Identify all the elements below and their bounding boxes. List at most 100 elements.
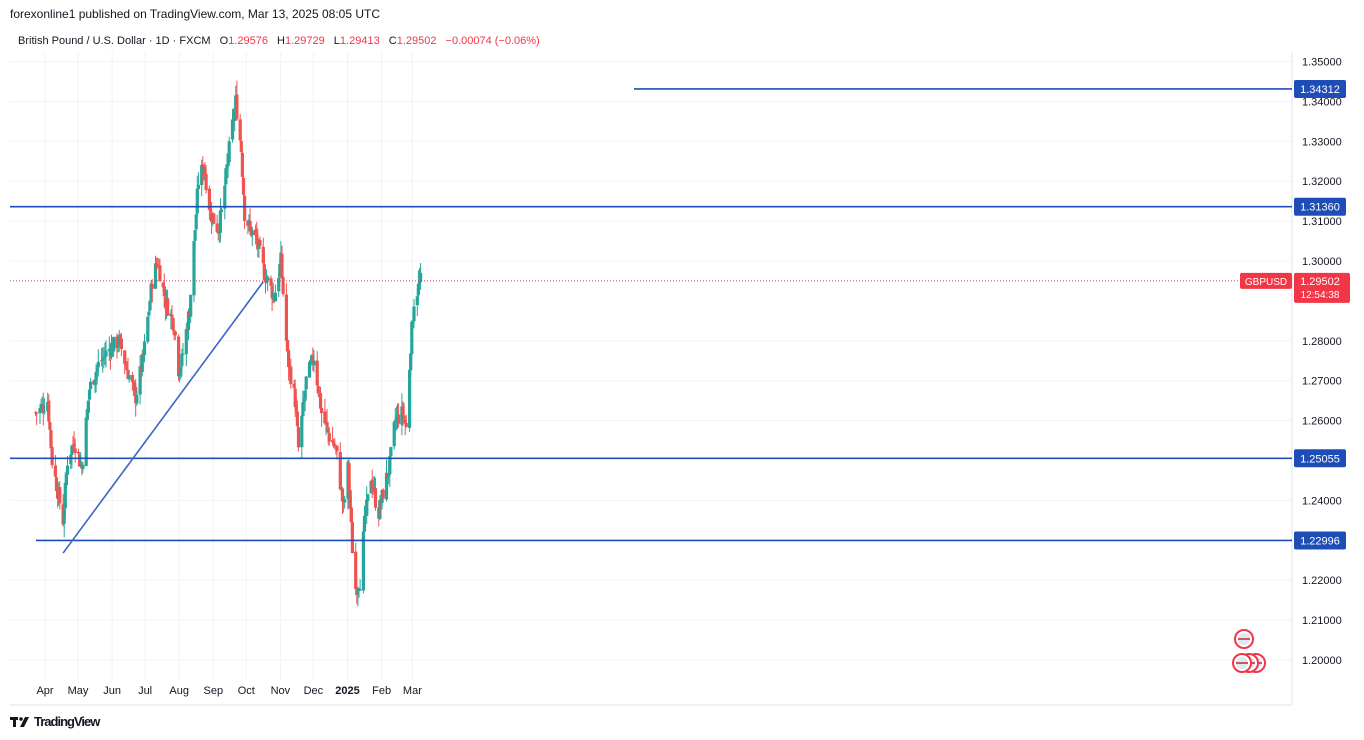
- candle-body: [140, 354, 144, 372]
- candle-body: [280, 253, 284, 279]
- price-axis: 1.35000 1.34000 1.33000 1.32000 1.31000 1.300…: [1302, 57, 1342, 668]
- candle-body: [63, 482, 67, 509]
- candle-body: [126, 369, 130, 379]
- candle-body: [265, 278, 269, 283]
- candle-body: [225, 164, 229, 169]
- candle-body: [73, 448, 77, 454]
- candle-body: [215, 223, 219, 232]
- candle-body: [127, 375, 131, 380]
- candle-body: [180, 353, 184, 367]
- candle-body: [262, 264, 266, 281]
- candle-body: [311, 355, 315, 364]
- candle-body: [266, 276, 270, 280]
- level-price-label: 1.31360: [1300, 202, 1340, 214]
- candle-body: [293, 388, 297, 408]
- candle-body: [147, 311, 151, 316]
- candle-body: [41, 405, 45, 412]
- candle-body: [35, 412, 39, 414]
- candle-body: [381, 489, 385, 499]
- candle-body: [278, 264, 282, 277]
- candle-body: [142, 341, 147, 355]
- candle-body: [118, 334, 122, 338]
- candle-body: [350, 522, 354, 554]
- candle-body: [47, 400, 51, 422]
- candle-body: [195, 188, 199, 214]
- candle-body: [301, 402, 305, 417]
- candle-body: [419, 272, 423, 283]
- candle-body: [255, 234, 259, 240]
- candle-body: [224, 168, 228, 185]
- candle-body: [158, 265, 162, 282]
- x-tick-label: Aug: [169, 685, 189, 697]
- x-tick-label: Nov: [271, 685, 291, 697]
- y-tick-label: 1.33000: [1302, 136, 1342, 148]
- candle-body: [133, 383, 137, 388]
- candle-body: [76, 451, 81, 454]
- candle-body: [95, 367, 99, 373]
- candle-body: [155, 264, 159, 266]
- tradingview-logo-icon: [10, 716, 29, 727]
- candle-body: [415, 296, 419, 306]
- y-tick-label: 1.21000: [1302, 615, 1342, 627]
- candle-body: [288, 365, 292, 367]
- y-tick-label: 1.26000: [1302, 416, 1342, 428]
- candle-body: [115, 336, 119, 349]
- candle-body: [284, 294, 288, 341]
- candle-body: [292, 383, 296, 388]
- y-tick-label: 1.31000: [1302, 216, 1342, 228]
- candle-body: [240, 152, 244, 177]
- candle-body: [218, 210, 222, 233]
- x-tick-label: Sep: [204, 685, 224, 697]
- x-tick-label: Jul: [138, 685, 152, 697]
- candle-body: [307, 361, 312, 378]
- candle-body: [343, 499, 347, 503]
- candle-body: [53, 465, 57, 477]
- candle-body: [378, 500, 382, 519]
- candle-body: [261, 246, 265, 264]
- candle-body: [326, 427, 330, 433]
- candle-body: [303, 390, 307, 399]
- y-tick-label: 1.30000: [1302, 256, 1342, 268]
- candle-body: [339, 487, 343, 490]
- candle-body: [273, 292, 277, 302]
- candle-body: [304, 376, 308, 390]
- x-tick-label: May: [68, 685, 89, 697]
- open-label: O: [219, 35, 229, 47]
- candle-body: [204, 173, 208, 191]
- candle-body: [239, 141, 243, 152]
- candle-body: [226, 160, 230, 166]
- candle-body: [171, 317, 175, 331]
- y-tick-label: 1.32000: [1302, 176, 1342, 188]
- candle-body: [181, 353, 185, 355]
- brand-name[interactable]: TradingView: [34, 714, 100, 729]
- level-price-label: 1.34312: [1300, 84, 1340, 96]
- candle-body: [409, 353, 413, 371]
- candle-body: [117, 334, 121, 347]
- change-value: −0.00074 (−0.06%): [445, 35, 540, 47]
- candle-body: [370, 480, 374, 489]
- candle-body: [148, 300, 152, 311]
- candle-body: [285, 340, 290, 352]
- candle-body: [178, 373, 182, 377]
- candle-body: [62, 509, 66, 524]
- candle-body: [100, 360, 104, 362]
- candle-body: [338, 451, 342, 490]
- candle-body: [327, 433, 331, 442]
- candle-body: [72, 443, 76, 448]
- candle-body: [320, 408, 324, 414]
- symbol-tag: [1240, 272, 1292, 289]
- candle-body: [48, 422, 52, 430]
- candle-body: [170, 314, 174, 318]
- candle-body: [93, 379, 97, 385]
- candle-body: [87, 389, 92, 400]
- candle-body: [39, 405, 43, 410]
- y-tick-label: 1.35000: [1302, 57, 1342, 69]
- candle-body: [397, 414, 401, 424]
- y-tick-label: 1.27000: [1302, 376, 1342, 388]
- high-value: 1.29729: [284, 35, 325, 47]
- candle-body: [392, 422, 396, 447]
- candle-body: [184, 329, 188, 355]
- candle-body: [125, 366, 129, 371]
- candle-body: [362, 515, 367, 532]
